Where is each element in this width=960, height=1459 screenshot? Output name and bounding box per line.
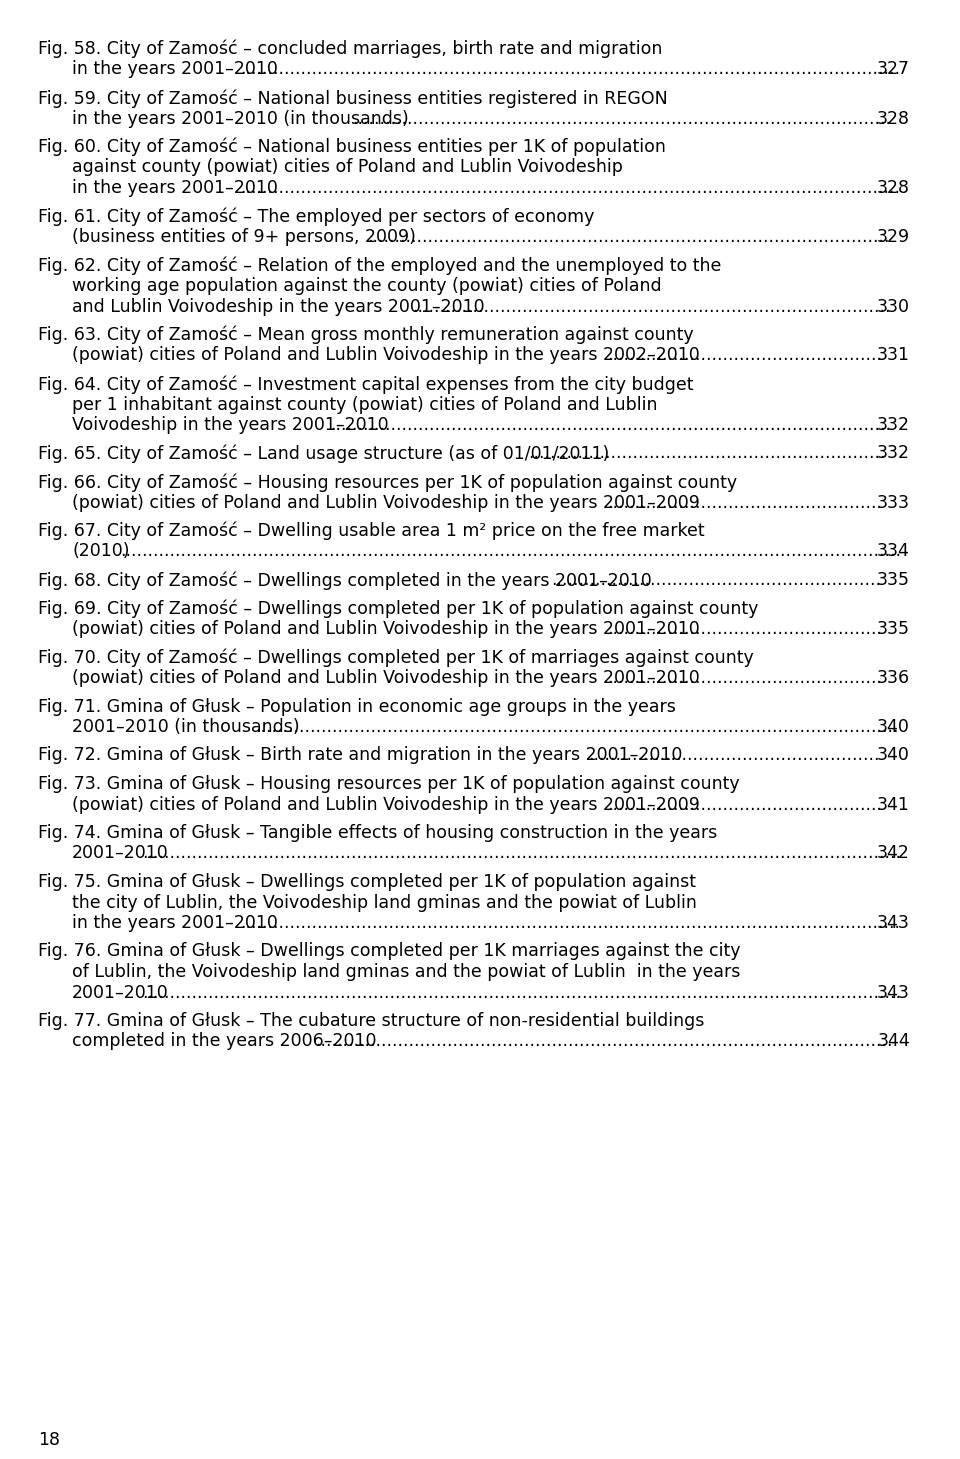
Text: Fig. 71. Gmina of Głusk – Population in economic age groups in the years: Fig. 71. Gmina of Głusk – Population in … xyxy=(38,697,676,715)
Text: (powiat) cities of Poland and Lublin Voivodeship in the years 2001–2009: (powiat) cities of Poland and Lublin Voi… xyxy=(72,493,700,512)
Text: Fig. 67. City of Zamość – Dwelling usable area 1 m² price on the free market: Fig. 67. City of Zamość – Dwelling usabl… xyxy=(38,522,705,540)
Text: ................................................................................: ........................................… xyxy=(368,228,890,247)
Text: 328: 328 xyxy=(877,109,910,127)
Text: ................................................................................: ........................................… xyxy=(413,298,891,315)
Text: against county (powiat) cities of Poland and Lublin Voivodeship: against county (powiat) cities of Poland… xyxy=(72,159,623,177)
Text: (powiat) cities of Poland and Lublin Voivodeship in the years 2001–2010: (powiat) cities of Poland and Lublin Voi… xyxy=(72,670,700,687)
Text: (powiat) cities of Poland and Lublin Voivodeship in the years 2001–2009: (powiat) cities of Poland and Lublin Voi… xyxy=(72,795,700,814)
Text: 340: 340 xyxy=(877,718,910,735)
Text: 2001–2010: 2001–2010 xyxy=(72,983,169,1001)
Text: in the years 2001–2010 (in thousands): in the years 2001–2010 (in thousands) xyxy=(72,109,409,127)
Text: Fig. 64. City of Zamość – Investment capital expenses from the city budget: Fig. 64. City of Zamość – Investment cap… xyxy=(38,375,693,394)
Text: Fig. 59. City of Zamość – National business entities registered in REGON: Fig. 59. City of Zamość – National busin… xyxy=(38,89,668,108)
Text: 327: 327 xyxy=(877,60,910,79)
Text: ..................................................: ........................................… xyxy=(608,620,882,638)
Text: ..................................................: ........................................… xyxy=(608,795,882,814)
Text: (powiat) cities of Poland and Lublin Voivodeship in the years 2001–2010: (powiat) cities of Poland and Lublin Voi… xyxy=(72,620,700,638)
Text: per 1 inhabitant against county (powiat) cities of Poland and Lublin: per 1 inhabitant against county (powiat)… xyxy=(72,395,658,413)
Text: ................................................................................: ........................................… xyxy=(120,543,901,560)
Text: 332: 332 xyxy=(877,445,910,463)
Text: Fig. 63. City of Zamość – Mean gross monthly remuneration against county: Fig. 63. City of Zamość – Mean gross mon… xyxy=(38,325,694,344)
Text: 331: 331 xyxy=(877,346,910,365)
Text: ................................................................................: ........................................… xyxy=(255,718,899,735)
Text: Fig. 77. Gmina of Głusk – The cubature structure of non-residential buildings: Fig. 77. Gmina of Głusk – The cubature s… xyxy=(38,1013,705,1030)
Text: 343: 343 xyxy=(877,983,910,1001)
Text: 341: 341 xyxy=(877,795,910,814)
Text: Fig. 62. City of Zamość – Relation of the employed and the unemployed to the: Fig. 62. City of Zamość – Relation of th… xyxy=(38,257,721,274)
Text: 344: 344 xyxy=(877,1033,910,1050)
Text: (business entities of 9+ persons, 2009): (business entities of 9+ persons, 2009) xyxy=(72,228,416,247)
Text: Fig. 65. City of Zamość – Land usage structure (as of 01/01/2011): Fig. 65. City of Zamość – Land usage str… xyxy=(38,445,610,463)
Text: .................................................................: ........................................… xyxy=(529,445,886,463)
Text: ................................................................................: ........................................… xyxy=(142,845,901,862)
Text: Fig. 61. City of Zamość – The employed per sectors of economy: Fig. 61. City of Zamość – The employed p… xyxy=(38,207,594,226)
Text: in the years 2001–2010: in the years 2001–2010 xyxy=(72,913,277,932)
Text: 343: 343 xyxy=(877,913,910,932)
Text: ................................................................................: ........................................… xyxy=(315,1033,893,1050)
Text: 333: 333 xyxy=(877,493,910,512)
Text: ................................................................................: ........................................… xyxy=(142,983,901,1001)
Text: Fig. 74. Gmina of Głusk – Tangible effects of housing construction in the years: Fig. 74. Gmina of Głusk – Tangible effec… xyxy=(38,824,717,842)
Text: ................................................................................: ........................................… xyxy=(352,109,892,127)
Text: Fig. 70. City of Zamość – Dwellings completed per 1K of marriages against county: Fig. 70. City of Zamość – Dwellings comp… xyxy=(38,648,754,667)
Text: ................................................................................: ........................................… xyxy=(330,416,891,433)
Text: Fig. 66. City of Zamość – Housing resources per 1K of population against county: Fig. 66. City of Zamość – Housing resour… xyxy=(38,473,737,492)
Text: Fig. 76. Gmina of Głusk – Dwellings completed per 1K marriages against the city: Fig. 76. Gmina of Głusk – Dwellings comp… xyxy=(38,943,740,960)
Text: .....................................................: ........................................… xyxy=(588,747,880,765)
Text: Fig. 69. City of Zamość – Dwellings completed per 1K of population against count: Fig. 69. City of Zamość – Dwellings comp… xyxy=(38,600,758,619)
Text: 335: 335 xyxy=(877,570,910,589)
Text: Fig. 73. Gmina of Głusk – Housing resources per 1K of population against county: Fig. 73. Gmina of Głusk – Housing resour… xyxy=(38,775,739,794)
Text: 336: 336 xyxy=(876,670,910,687)
Text: Fig. 75. Gmina of Głusk – Dwellings completed per 1K of population against: Fig. 75. Gmina of Głusk – Dwellings comp… xyxy=(38,872,696,891)
Text: ..................................................: ........................................… xyxy=(608,493,882,512)
Text: ................................................................................: ........................................… xyxy=(240,913,900,932)
Text: ............................................................: ........................................… xyxy=(551,570,881,589)
Text: 18: 18 xyxy=(38,1431,60,1449)
Text: Fig. 58. City of Zamość – concluded marriages, birth rate and migration: Fig. 58. City of Zamość – concluded marr… xyxy=(38,39,662,58)
Text: 329: 329 xyxy=(876,228,910,247)
Text: of Lublin, the Voivodeship land gminas and the powiat of Lublin  in the years: of Lublin, the Voivodeship land gminas a… xyxy=(72,963,740,980)
Text: (powiat) cities of Poland and Lublin Voivodeship in the years 2002–2010: (powiat) cities of Poland and Lublin Voi… xyxy=(72,346,700,365)
Text: 328: 328 xyxy=(877,179,910,197)
Text: completed in the years 2006–2010: completed in the years 2006–2010 xyxy=(72,1033,376,1050)
Text: ................................................................................: ........................................… xyxy=(240,179,900,197)
Text: Fig. 60. City of Zamość – National business entities per 1K of population: Fig. 60. City of Zamość – National busin… xyxy=(38,139,666,156)
Text: and Lublin Voivodeship in the years 2001–2010: and Lublin Voivodeship in the years 2001… xyxy=(72,298,485,315)
Text: 332: 332 xyxy=(877,416,910,433)
Text: 335: 335 xyxy=(877,620,910,638)
Text: ................................................................................: ........................................… xyxy=(240,60,900,79)
Text: 2001–2010 (in thousands): 2001–2010 (in thousands) xyxy=(72,718,300,735)
Text: the city of Lublin, the Voivodeship land gminas and the powiat of Lublin: the city of Lublin, the Voivodeship land… xyxy=(72,893,697,912)
Text: 342: 342 xyxy=(877,845,910,862)
Text: Voivodeship in the years 2001–2010: Voivodeship in the years 2001–2010 xyxy=(72,416,389,433)
Text: 340: 340 xyxy=(877,747,910,765)
Text: working age population against the county (powiat) cities of Poland: working age population against the count… xyxy=(72,277,661,295)
Text: 2001–2010: 2001–2010 xyxy=(72,845,169,862)
Text: in the years 2001–2010: in the years 2001–2010 xyxy=(72,179,277,197)
Text: Fig. 68. City of Zamość – Dwellings completed in the years 2001–2010: Fig. 68. City of Zamość – Dwellings comp… xyxy=(38,570,652,589)
Text: ..................................................: ........................................… xyxy=(608,670,882,687)
Text: ..................................................: ........................................… xyxy=(608,346,882,365)
Text: (2010): (2010) xyxy=(72,543,130,560)
Text: in the years 2001–2010: in the years 2001–2010 xyxy=(72,60,277,79)
Text: 334: 334 xyxy=(877,543,910,560)
Text: 330: 330 xyxy=(877,298,910,315)
Text: Fig. 72. Gmina of Głusk – Birth rate and migration in the years 2001–2010: Fig. 72. Gmina of Głusk – Birth rate and… xyxy=(38,747,683,765)
